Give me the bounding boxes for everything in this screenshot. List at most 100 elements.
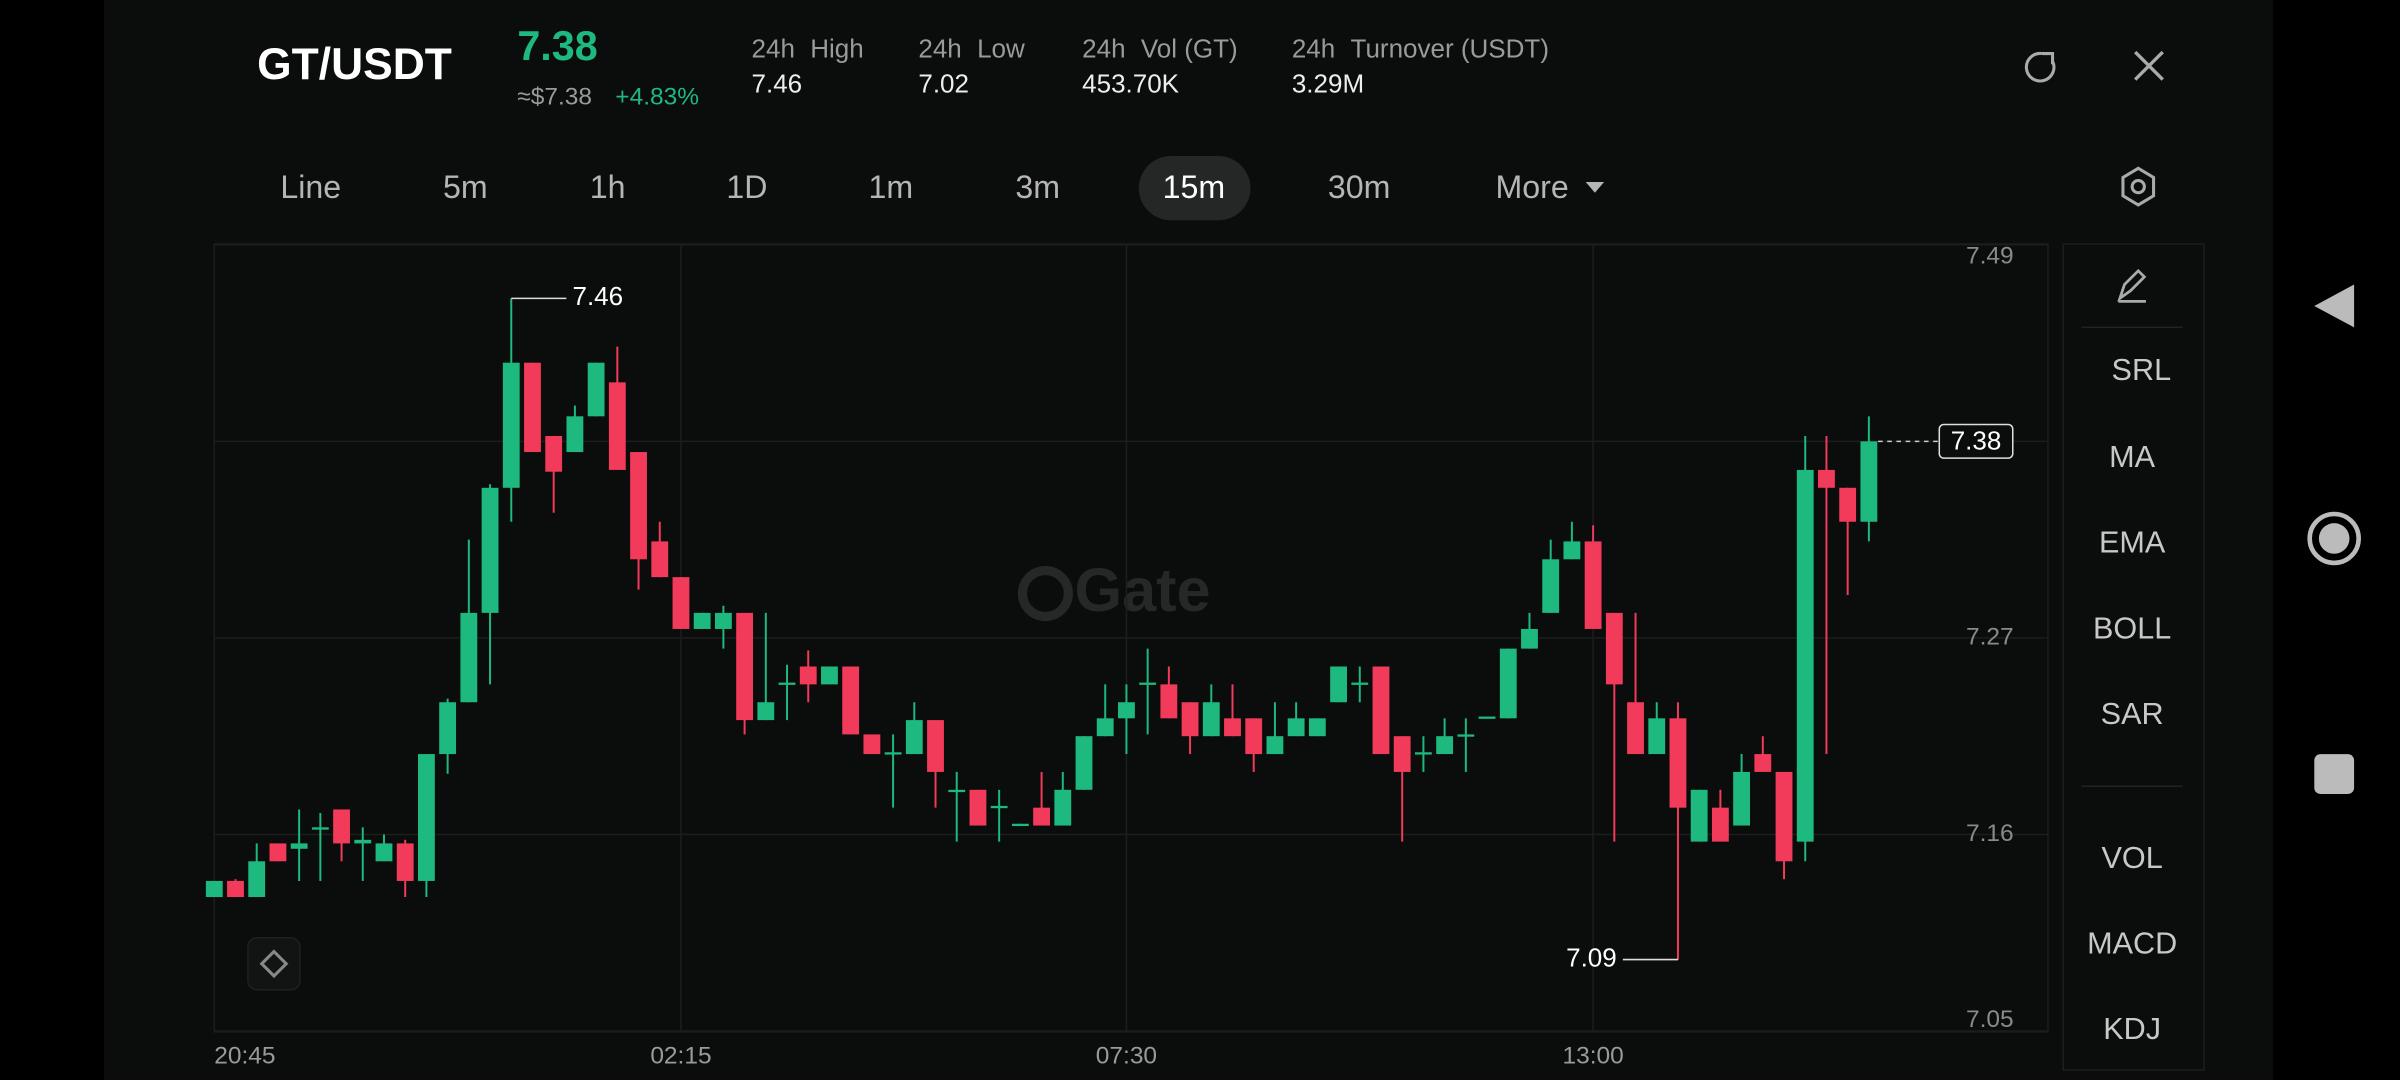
candle-body — [1860, 441, 1878, 522]
nav-recents[interactable] — [2314, 754, 2355, 794]
indicator[interactable]: MA — [2109, 440, 2155, 474]
dropdown-caret[interactable] — [1585, 182, 1605, 193]
stat-name: Vol (GT) — [1141, 33, 1238, 63]
tab[interactable]: 5m — [443, 169, 488, 205]
candle-body — [863, 734, 881, 755]
candle-body — [1754, 754, 1772, 772]
candle-body — [1521, 628, 1538, 649]
close-stroke — [2134, 50, 2164, 81]
candle-body — [1096, 718, 1114, 737]
refresh-arc — [2024, 51, 2056, 83]
indicator[interactable]: SAR — [2101, 697, 2164, 731]
candle-body — [1584, 541, 1602, 629]
candle-body — [502, 362, 520, 488]
tab[interactable]: 30m — [1328, 169, 1391, 205]
stat-name: Low — [977, 33, 1025, 63]
draw-tool-icon[interactable] — [2117, 268, 2147, 303]
indicator[interactable]: EMA — [2099, 526, 2166, 560]
watermark-logo — [1017, 566, 1073, 622]
plot: 7.05 7.16 7.27 7.38 7.49 20:45 02:15 07:30 13:00… — [205, 242, 2048, 1070]
indicator[interactable]: VOL — [2102, 841, 2163, 875]
nav-home-ring[interactable] — [2307, 511, 2361, 566]
tab[interactable]: 1D — [726, 169, 767, 205]
nav-back[interactable] — [2314, 284, 2355, 328]
stat-period: 24h — [1082, 33, 1125, 63]
reset-icon — [259, 949, 289, 979]
settings-icon-center — [2130, 178, 2146, 195]
candle-body — [1118, 702, 1135, 719]
refresh-icon[interactable] — [2024, 51, 2056, 83]
candle-body — [714, 612, 732, 629]
candle-body — [375, 843, 393, 862]
candle-body — [1818, 469, 1835, 488]
indicator[interactable]: BOLL — [2093, 611, 2171, 645]
stat-value: 3.29M — [1292, 69, 1364, 99]
candle-body — [1330, 666, 1347, 703]
y-tick-label: 7.27 — [1966, 623, 2014, 650]
reset-icon-bg[interactable] — [247, 936, 301, 991]
candle-body — [1775, 771, 1793, 862]
candle-body — [1478, 716, 1496, 719]
candle-body — [248, 861, 266, 898]
stat-name: High — [810, 33, 863, 63]
x-tick-label: 02:15 — [650, 1043, 711, 1070]
candle-body — [1075, 736, 1093, 790]
candle-body — [1160, 684, 1178, 719]
candle-body — [1308, 718, 1326, 737]
low-label: 7.09 — [1566, 942, 1617, 972]
last-price: 7.38 — [517, 23, 597, 69]
candle-body — [439, 702, 457, 755]
tab[interactable]: 3m — [1015, 169, 1060, 205]
candle-body — [1414, 752, 1432, 755]
candle-body — [799, 666, 817, 685]
candle-body — [1287, 718, 1305, 737]
candle-body — [1669, 718, 1687, 808]
candle-body — [205, 880, 223, 898]
candle-body — [460, 612, 478, 703]
candle-body — [1605, 612, 1623, 685]
watermark: Gate — [1017, 556, 1211, 624]
settings-icon[interactable] — [2121, 166, 2156, 207]
indicator[interactable]: KDJ — [2103, 1012, 2161, 1046]
nav-home — [2318, 523, 2350, 554]
usd-price: ≈$7.38 — [517, 83, 592, 110]
candle-body — [1733, 771, 1751, 826]
candle-body — [1393, 736, 1411, 772]
close-icon[interactable] — [2134, 50, 2164, 81]
candle-body — [672, 577, 690, 629]
candle-body — [1351, 682, 1369, 685]
candle-body — [1033, 807, 1050, 826]
candle-body — [1627, 702, 1644, 755]
candle-body — [948, 789, 966, 793]
tabs: Line 5m 1h 1D 1m 3m 15m 30m More — [280, 169, 1605, 205]
last-price-label: 7.38 — [1951, 426, 2002, 456]
indicator[interactable]: MACD — [2087, 926, 2177, 960]
tab[interactable]: 1h — [590, 169, 626, 205]
candle-body — [608, 382, 626, 470]
tab[interactable]: 1m — [868, 169, 913, 205]
tab[interactable]: Line — [280, 169, 341, 205]
candle-body — [905, 720, 923, 755]
candle-body — [757, 702, 775, 721]
tab[interactable]: More — [1496, 169, 1569, 205]
indicator-list: SRL MA EMA BOLL SAR VOL MACD KDJ — [2087, 353, 2177, 1046]
candle-body — [1457, 734, 1475, 737]
indicator[interactable]: SRL — [2112, 353, 2172, 387]
candle-body — [566, 416, 584, 453]
candle-body — [693, 612, 711, 629]
stat-label: 24h Low — [918, 33, 1025, 63]
candle-body — [990, 805, 1008, 809]
candle-body — [736, 612, 754, 721]
candle-body — [396, 843, 414, 881]
x-tick-label: 13:00 — [1562, 1043, 1623, 1070]
candle-body — [227, 880, 244, 898]
candle-body — [630, 452, 647, 560]
candle-body — [651, 541, 669, 578]
candle-body — [969, 789, 987, 826]
tab[interactable]: 15m — [1163, 169, 1226, 205]
candle-body — [1499, 648, 1517, 719]
candle-body — [587, 362, 605, 417]
stat-label: 24h Turnover (USDT) — [1292, 33, 1549, 63]
